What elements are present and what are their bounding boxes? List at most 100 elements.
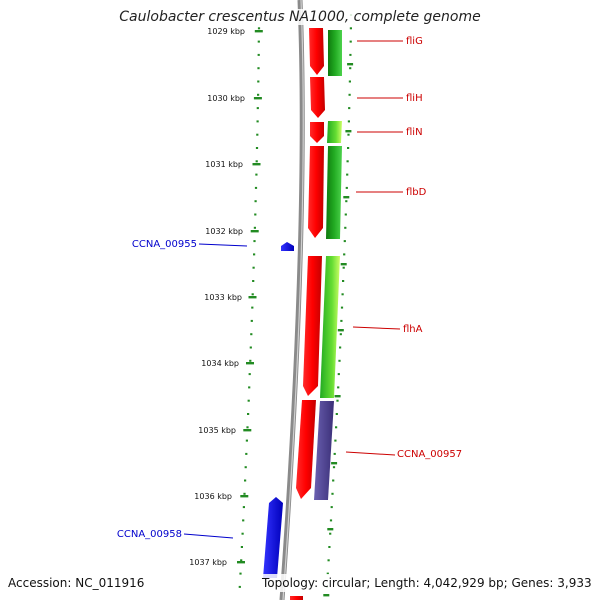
inner-ring-dot xyxy=(256,120,259,123)
gene-label-fliH[interactable]: fliH xyxy=(406,93,423,104)
inner-ring-dot xyxy=(255,160,258,163)
inner-ring-dot xyxy=(248,386,251,389)
inner-ring-dot xyxy=(256,133,259,136)
major-tick-1 xyxy=(253,97,262,100)
gene-label-flbD[interactable]: flbD xyxy=(406,187,427,198)
outer-ring-dot xyxy=(349,40,352,43)
gene-arrow-flhA[interactable] xyxy=(303,256,322,396)
gene-arrow-CCNA_00957[interactable] xyxy=(296,400,316,499)
outer-tick-4 xyxy=(337,329,344,332)
gene-arrow-flbD[interactable] xyxy=(308,146,324,238)
inner-ring-dot xyxy=(257,53,260,56)
outer-ring-dot xyxy=(327,559,330,562)
major-tick-3 xyxy=(250,230,259,233)
inner-ring-dot xyxy=(238,585,241,588)
outer-ring-dot xyxy=(328,546,331,548)
major-tick-2 xyxy=(252,163,261,166)
inner-ring-dot xyxy=(253,240,256,243)
inner-ring-dot xyxy=(254,213,257,216)
gene-arrow-fliG[interactable] xyxy=(309,28,324,75)
major-tick-0 xyxy=(254,30,263,33)
outer-ring-dot xyxy=(343,240,346,243)
gene-label-flhA[interactable]: flhA xyxy=(403,324,423,335)
tick-label-1035: 1035 kbp xyxy=(198,426,236,435)
outer-ring-dot xyxy=(345,200,348,203)
tick-label-1034: 1034 kbp xyxy=(201,359,239,368)
outer-ring-dot xyxy=(349,67,352,70)
outer-ring-dot xyxy=(343,253,346,256)
cds-block-flbD xyxy=(326,146,342,239)
inner-ring-dot xyxy=(242,506,245,509)
outer-ring-dot xyxy=(330,506,333,509)
inner-ring-dot xyxy=(243,492,246,495)
major-tick-8 xyxy=(237,561,245,564)
inner-ring-dot xyxy=(248,373,251,376)
outer-ring-dot xyxy=(326,572,329,575)
outer-tick-8 xyxy=(323,594,330,597)
outer-tick-3 xyxy=(340,263,347,266)
tick-label-1033: 1033 kbp xyxy=(204,293,242,302)
inner-ring-dot xyxy=(252,266,255,269)
outer-tick-6 xyxy=(331,462,338,465)
gene-label-fliN[interactable]: fliN xyxy=(406,127,423,138)
tick-label-1032: 1032 kbp xyxy=(205,227,243,236)
leader-flhA xyxy=(352,326,401,330)
gene-arrow-fliN[interactable] xyxy=(310,122,324,143)
inner-ring-dot xyxy=(253,253,256,256)
outer-ring-dot xyxy=(337,373,340,376)
inner-ring-dot xyxy=(249,346,252,349)
inner-ring-dot xyxy=(256,107,259,110)
accession-label: Accession: NC_011916 xyxy=(8,574,145,592)
outer-ring-dot xyxy=(341,293,344,296)
inner-ring-dot xyxy=(246,426,249,429)
outer-ring-dot xyxy=(339,333,342,336)
outer-ring-dot xyxy=(339,346,342,349)
gene-arrow-CCNA_00958[interactable] xyxy=(263,497,283,578)
inner-ring-dot xyxy=(255,173,258,176)
gene-label-CCNA_00955[interactable]: CCNA_00955 xyxy=(132,239,197,250)
outer-ring-dot xyxy=(348,80,351,83)
tick-label-1029: 1029 kbp xyxy=(207,27,245,36)
gene-label-CCNA_00958[interactable]: CCNA_00958 xyxy=(117,529,182,540)
cds-block-flhA xyxy=(320,256,340,398)
cds-block-fliG xyxy=(328,30,342,76)
outer-ring-dot xyxy=(335,413,338,415)
inner-ring-dot xyxy=(257,27,261,30)
outer-ring-dot xyxy=(332,466,336,469)
gene-label-fliG[interactable]: fliG xyxy=(406,36,423,47)
outer-ring-dot xyxy=(338,359,341,362)
leader-CCNA_00955 xyxy=(198,243,248,247)
gene-arrow-fliH[interactable] xyxy=(310,77,325,118)
position-ring-dots xyxy=(238,14,353,588)
outer-ring-dot xyxy=(337,386,340,389)
gene-arrow-CCNA_00955[interactable] xyxy=(281,242,294,251)
outer-ring-dot xyxy=(333,452,336,455)
cds-block-CCNA_00957 xyxy=(314,401,334,500)
major-tick-7 xyxy=(240,495,249,498)
inner-ring-dot xyxy=(253,226,256,229)
outer-ring-dot xyxy=(331,492,334,495)
outer-ring-dot xyxy=(329,532,332,535)
inner-ring-dot xyxy=(247,399,250,402)
inner-ring-dot xyxy=(254,186,258,189)
genome-backbone xyxy=(279,0,305,600)
gene-label-CCNA_00957[interactable]: CCNA_00957 xyxy=(397,449,462,460)
tick-label-1036: 1036 kbp xyxy=(194,492,232,501)
inner-ring-dot xyxy=(257,40,260,43)
outer-tick-2 xyxy=(343,196,350,199)
inner-ring-dot xyxy=(245,452,248,455)
outer-ring-dot xyxy=(346,160,349,163)
gene-arrow-downstream[interactable] xyxy=(290,596,303,600)
outer-ring-dot xyxy=(346,173,349,176)
outer-ring-dot xyxy=(344,226,347,229)
outer-ring-dot xyxy=(342,280,345,282)
outer-ring-dot xyxy=(335,426,338,429)
leader-CCNA_00958 xyxy=(183,533,234,539)
inner-ring-dot xyxy=(254,200,257,203)
major-tick-5 xyxy=(246,362,254,365)
inner-ring-dot xyxy=(250,319,253,322)
major-tick-6 xyxy=(243,429,252,432)
outer-ring-dot xyxy=(349,27,352,30)
